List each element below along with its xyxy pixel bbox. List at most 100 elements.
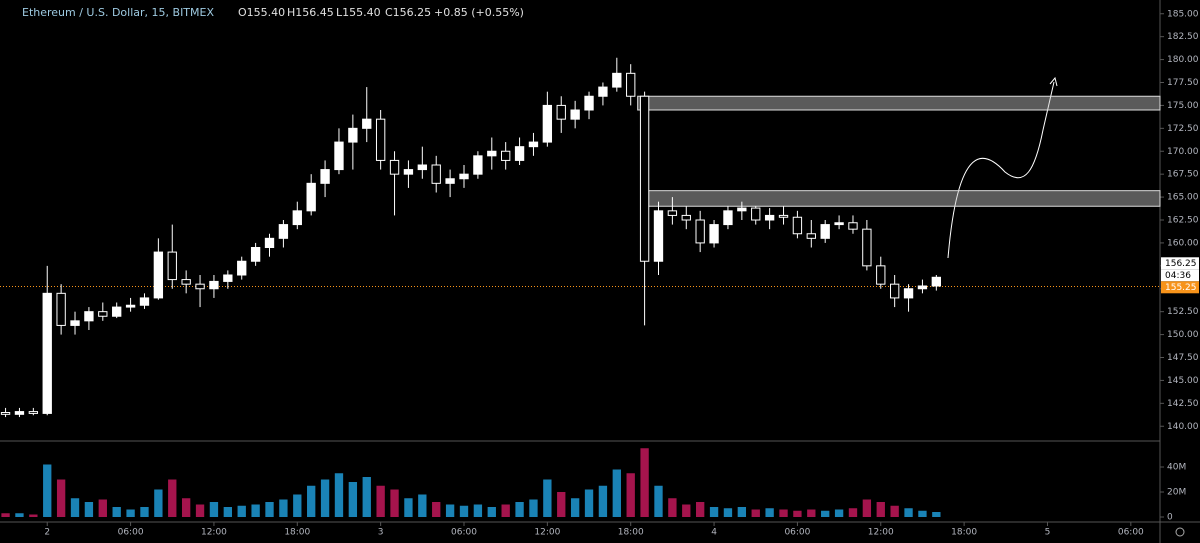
volume-bar: [668, 498, 677, 517]
y-tick-label: 177.50: [1167, 78, 1199, 88]
candle-body: [98, 311, 108, 317]
last-close-label: 156.25: [1165, 259, 1197, 269]
last-close-box: [1161, 257, 1199, 270]
ohlc-low: L155.40: [336, 6, 381, 19]
candle-body: [903, 288, 914, 299]
x-tick-label: 5: [1045, 528, 1051, 538]
volume-bar: [195, 504, 205, 517]
settings-icon[interactable]: [1175, 527, 1185, 537]
volume-bar: [334, 473, 344, 517]
volume-bar: [251, 504, 260, 517]
volume-bar: [376, 485, 385, 517]
ohlc-high: H156.45: [287, 6, 334, 19]
volume-bar: [654, 485, 663, 517]
volume-bar: [237, 505, 246, 517]
candle-body: [764, 214, 775, 221]
volume-bar: [487, 507, 496, 517]
candle-body: [514, 146, 525, 161]
volume-bar: [890, 505, 899, 517]
candle-body: [876, 265, 886, 285]
volume-bar: [126, 509, 135, 517]
candle-body: [820, 224, 830, 239]
x-tick-label: 2: [44, 528, 50, 538]
volume-bar: [848, 508, 858, 517]
volume-bar: [362, 477, 371, 517]
candle-body: [723, 210, 733, 226]
ohlc-open: O155.40: [238, 6, 285, 19]
candle-body: [695, 219, 705, 244]
candle-body: [237, 260, 247, 276]
symbol: Ethereum / U.S. Dollar, 15, BITMEX: [22, 6, 214, 19]
candle-body: [0, 412, 11, 415]
volume-bar: [696, 502, 705, 517]
candle-body: [848, 222, 858, 230]
volume-bar: [84, 502, 94, 517]
volume-bar: [543, 479, 552, 517]
candle-body: [667, 210, 678, 216]
volume-bar: [43, 464, 52, 517]
volume-bar: [418, 494, 427, 517]
candle-body: [487, 150, 497, 157]
volume-bar: [112, 507, 121, 517]
volume-bar: [154, 489, 163, 517]
candle-body: [223, 274, 233, 282]
candle-body: [653, 210, 664, 262]
x-tick-label: 06:00: [118, 528, 144, 538]
y-tick-label: 142.50: [1167, 399, 1199, 409]
volume-bar: [570, 498, 580, 517]
x-tick-label: 18:00: [951, 528, 977, 538]
candle-body: [751, 207, 761, 221]
candle-body: [917, 285, 928, 290]
volume-bar: [432, 502, 441, 517]
candle-body: [167, 251, 177, 281]
volume-bar: [348, 482, 358, 517]
candle-body: [737, 207, 747, 212]
y-tick-label: 147.50: [1167, 353, 1199, 363]
candle-body: [125, 304, 136, 308]
candle-body: [153, 251, 164, 299]
volume-bar: [640, 448, 649, 517]
candle-body: [639, 95, 650, 262]
candle-body: [584, 95, 594, 111]
candle-body: [139, 297, 150, 306]
x-tick-label: 12:00: [201, 528, 227, 538]
candle-body: [834, 222, 844, 226]
candle-body: [501, 150, 511, 161]
volume-bar: [390, 489, 399, 517]
volume-bar: [181, 498, 191, 517]
countdown: 04:36: [1165, 271, 1191, 281]
x-tick-label: 4: [711, 528, 717, 538]
candle-body: [681, 214, 691, 221]
volume-bar: [404, 498, 413, 517]
volume-bar: [932, 512, 941, 517]
volume-bar: [56, 479, 66, 517]
candle-body: [542, 104, 553, 143]
x-tick-label: 18:00: [284, 528, 310, 538]
drawn-projection: [947, 81, 1055, 259]
zone: [637, 95, 1161, 111]
candle-body: [556, 104, 566, 120]
volume-bar: [709, 507, 719, 517]
arrow-head: [1049, 76, 1058, 87]
volume-bar: [320, 479, 330, 517]
y-tick-label: 182.50: [1167, 32, 1199, 42]
candle-body: [209, 280, 219, 290]
volume-bar: [265, 502, 274, 517]
candle-body: [612, 72, 622, 88]
candle-body: [278, 224, 289, 239]
y-tick-label: 152.50: [1167, 307, 1199, 317]
candle-body: [306, 182, 316, 212]
candle-body: [389, 159, 400, 175]
countdown-box: [1161, 269, 1199, 282]
y-tick-label: 160.00: [1167, 238, 1199, 248]
candle-body: [250, 247, 261, 262]
candle-body: [56, 292, 66, 326]
volume-bar: [307, 485, 316, 517]
volume-bar: [209, 502, 219, 517]
candle-body: [334, 141, 344, 171]
x-tick-label: 18:00: [618, 528, 644, 538]
volume-bar: [473, 504, 483, 517]
volume-bar: [445, 504, 455, 517]
candle-body: [28, 411, 39, 414]
